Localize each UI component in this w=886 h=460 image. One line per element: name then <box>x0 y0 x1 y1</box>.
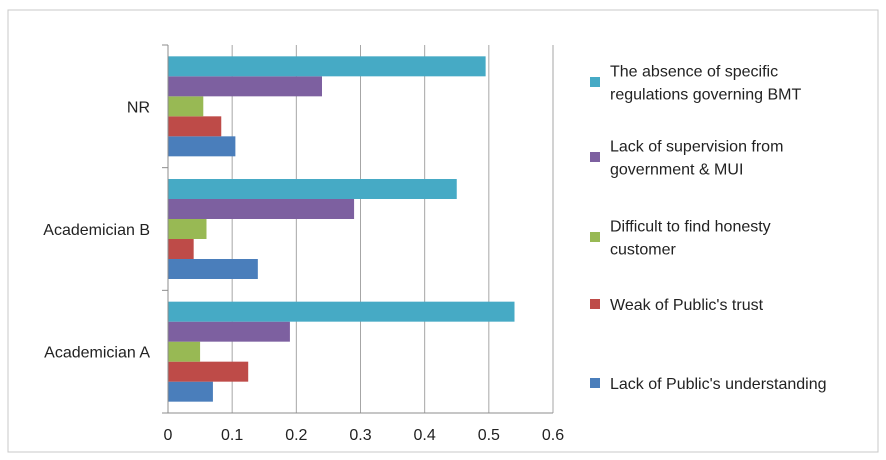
bar <box>168 179 457 199</box>
x-tick-label: 0.3 <box>349 427 371 444</box>
bars <box>168 56 515 402</box>
y-category-label: Academician A <box>44 345 150 362</box>
bar <box>168 381 213 402</box>
legend-label: Lack of Public's understanding <box>610 376 827 393</box>
legend-swatch <box>590 232 600 242</box>
bar <box>168 96 204 117</box>
bar <box>168 239 194 259</box>
legend-label: Difficult to find honesty customer <box>610 219 771 259</box>
legend-swatch <box>590 152 600 162</box>
bar <box>168 341 201 362</box>
legend-swatch <box>590 77 600 87</box>
bar <box>168 56 486 77</box>
legend-label: Weak of Public's trust <box>610 297 764 314</box>
bar <box>168 219 207 239</box>
bar <box>168 76 322 97</box>
bar <box>168 361 249 382</box>
legend-swatch <box>590 378 600 388</box>
x-tick-label: 0.5 <box>478 427 500 444</box>
y-category-label: Academician B <box>43 222 150 239</box>
x-tick-label: 0.6 <box>542 427 564 444</box>
legend-swatch <box>590 299 600 309</box>
bar <box>168 301 515 322</box>
gridlines <box>231 45 554 413</box>
legend: The absence of specific regulations gover… <box>590 64 827 393</box>
bar <box>168 199 355 219</box>
bar <box>168 259 258 279</box>
axes: 0 0.1 0.2 0.3 0.4 0.5 0.6 Academician A Academic… <box>43 44 564 444</box>
y-category-label: NR <box>127 99 150 116</box>
legend-label: Lack of supervision from government & MUI <box>610 139 783 179</box>
x-tick-label: 0.4 <box>414 427 436 444</box>
x-tick-label: 0 <box>164 427 173 444</box>
bar <box>168 136 236 157</box>
chart-frame <box>7 9 879 453</box>
legend-label: The absence of specific regulations gover… <box>610 64 801 104</box>
bar <box>168 321 290 342</box>
bar <box>168 116 222 137</box>
x-tick-label: 0.2 <box>285 427 307 444</box>
x-tick-label: 0.1 <box>221 427 243 444</box>
